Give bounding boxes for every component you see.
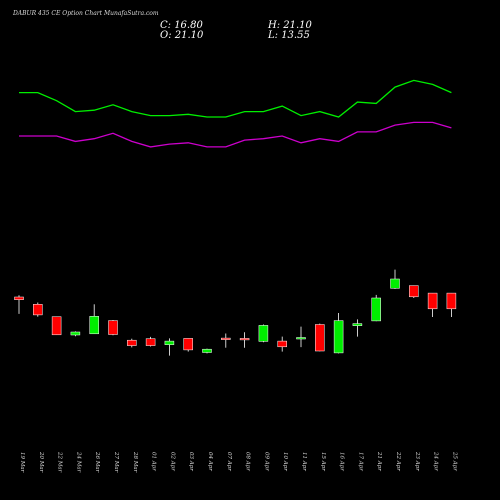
x-tick-label: 28 Mar	[132, 451, 138, 473]
candle	[352, 319, 363, 337]
candle-body	[390, 278, 400, 289]
candles	[14, 269, 457, 356]
x-tick-label: 07 Apr	[226, 452, 232, 471]
candle-body	[202, 348, 212, 353]
candle	[89, 304, 99, 335]
candle	[277, 336, 287, 352]
candle	[145, 336, 156, 347]
x-tick-label: 11 Apr	[301, 452, 307, 471]
candle-body	[296, 337, 306, 340]
x-tick-label: 04 Apr	[207, 452, 213, 471]
candle	[164, 338, 175, 356]
overlay-line-2	[19, 121, 452, 148]
candle	[371, 294, 381, 322]
candle-body	[371, 297, 381, 322]
candle	[51, 316, 62, 336]
candle-body	[70, 331, 81, 336]
x-tick-label: 09 Apr	[263, 452, 269, 471]
candle	[427, 292, 438, 317]
x-tick-label: 16 Apr	[339, 452, 345, 471]
candle	[446, 292, 457, 317]
candle-body	[333, 320, 344, 354]
candle-body	[51, 316, 62, 336]
x-tick-label: 22 Mar	[57, 451, 63, 473]
x-tick-label: 21 Apr	[376, 451, 382, 471]
x-tick-label: 17 Apr	[357, 452, 363, 471]
candle	[108, 320, 118, 336]
candle	[33, 302, 43, 317]
candle-body	[89, 316, 99, 335]
x-axis-ticks: 19 Mar 20 Mar 22 Mar 24 Mar 26 Mar 27 Mar 28 M…	[19, 451, 457, 473]
candle	[14, 295, 24, 314]
overlay-line-1	[19, 79, 452, 118]
x-tick-label: 10 Apr	[282, 452, 288, 471]
x-tick-label: 19 Mar	[19, 452, 25, 473]
x-tick-label: 20 Mar	[38, 451, 44, 473]
candle-body	[446, 292, 457, 310]
x-tick-label: 25 Apr	[451, 451, 457, 471]
candle-body	[14, 296, 24, 300]
x-tick-label: 08 Apr	[245, 452, 251, 471]
overlay-lines	[19, 79, 452, 148]
candle-body	[221, 337, 231, 340]
low-readout: L: 13.55	[267, 30, 310, 41]
candle	[239, 332, 250, 348]
candle-body	[409, 285, 419, 298]
chart-title: DABUR 435 CE Option Chart MunafaSutra.co…	[12, 10, 159, 17]
candle-body	[108, 320, 118, 335]
candle	[127, 338, 137, 348]
candle-body	[258, 325, 269, 342]
x-tick-label: 01 Apr	[151, 452, 157, 471]
x-tick-label: 23 Apr	[414, 451, 420, 471]
candle-body	[239, 338, 250, 341]
x-tick-label: 02 Apr	[169, 452, 175, 471]
candle	[202, 348, 212, 354]
candle-body	[277, 340, 287, 348]
candle	[315, 323, 325, 352]
candle	[333, 313, 344, 354]
x-tick-label: 26 Mar	[94, 451, 100, 473]
x-tick-label: 22 Apr	[395, 451, 401, 471]
x-tick-label: 24 Apr	[433, 451, 439, 471]
x-tick-label: 15 Apr	[320, 452, 326, 471]
x-tick-label: 24 Mar	[75, 451, 81, 473]
x-tick-label: 03 Apr	[188, 452, 194, 471]
open-readout: O: 21.10	[160, 30, 204, 41]
high-readout: H: 21.10	[267, 20, 313, 31]
candle	[183, 338, 193, 352]
candle-body	[315, 324, 325, 352]
close-readout: C: 16.80	[160, 20, 203, 31]
candle-body	[127, 339, 137, 346]
candle-body	[183, 338, 193, 351]
candle	[296, 326, 306, 348]
candle	[409, 285, 419, 298]
candle-body	[33, 304, 43, 316]
candle-body	[427, 292, 438, 310]
candle-body	[145, 338, 156, 346]
candle	[390, 269, 400, 289]
candle-body	[352, 323, 363, 326]
candle	[221, 333, 231, 348]
candle	[258, 324, 269, 343]
candle	[70, 331, 81, 337]
candle-body	[164, 340, 175, 345]
x-tick-label: 27 Mar	[113, 451, 119, 473]
